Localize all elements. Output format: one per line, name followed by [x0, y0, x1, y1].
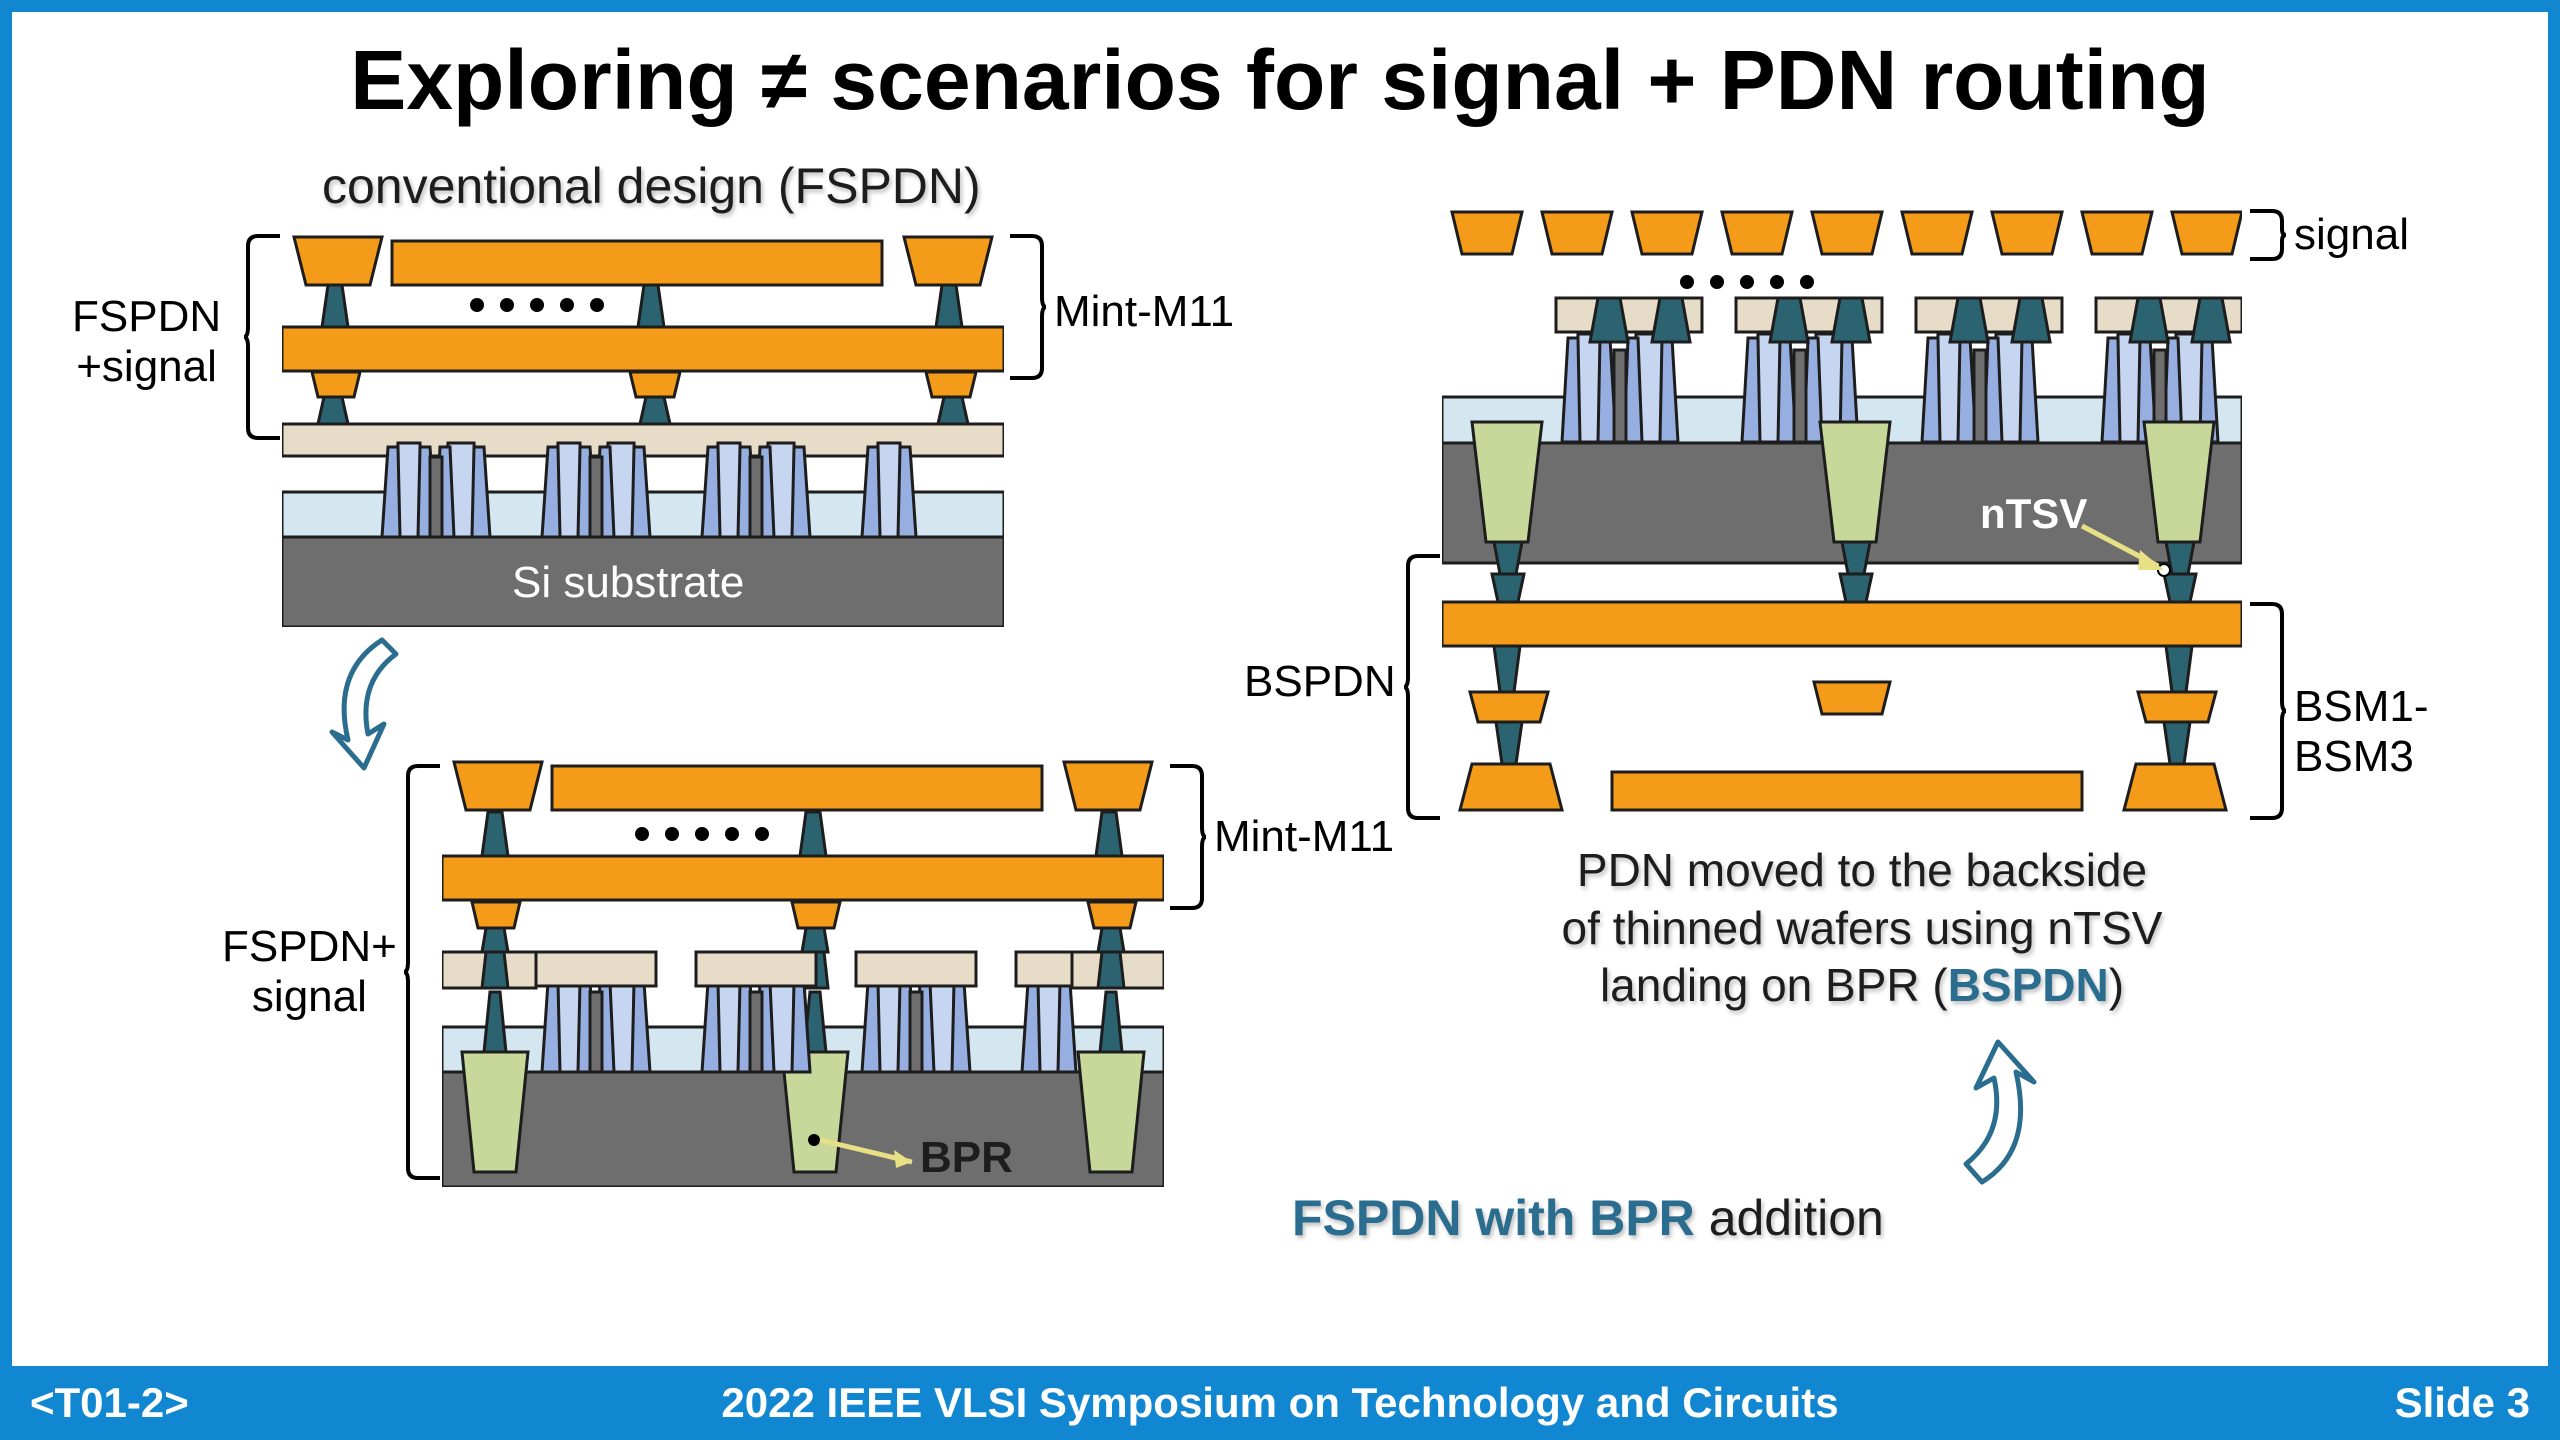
- diagA-right-bracket: [1006, 232, 1046, 382]
- diagA-svg: Si substrate: [282, 227, 1004, 627]
- diagA-right-label: Mint-M11: [1054, 287, 1234, 337]
- diagC-cap-l3: landing on BPR (BSPDN): [1482, 957, 2242, 1015]
- diagA-left-label: FSPDN +signal: [72, 292, 221, 392]
- diagA-left-bracket: [244, 232, 284, 442]
- diagA-title-hl: FSPDN: [795, 158, 964, 214]
- diagC-right-label: BSM1-BSM3: [2294, 682, 2548, 782]
- diagA-substrate-label: Si substrate: [512, 558, 744, 607]
- diagC-cap-l3-post: ): [2109, 959, 2124, 1011]
- diagB-cap-post: addition: [1695, 1190, 1884, 1246]
- arrow-c-to-b: [1922, 1032, 2052, 1192]
- diagC-top-bracket: [2246, 207, 2286, 263]
- svg-text:nTSV: nTSV: [1980, 490, 2087, 537]
- svg-text:BPR: BPR: [920, 1133, 1013, 1182]
- diagB-right-bracket: [1166, 762, 1206, 912]
- footer-center: 2022 IEEE VLSI Symposium on Technology a…: [0, 1379, 2560, 1427]
- diagB-left-label: FSPDN+ signal: [222, 922, 397, 1022]
- diagC-top-label: signal: [2294, 210, 2409, 260]
- diagC-cap-l2: of thinned wafers using nTSV: [1482, 900, 2242, 958]
- diagB-svg: BPR: [442, 752, 1164, 1187]
- diagB-caption: FSPDN with BPR addition: [1292, 1187, 2052, 1250]
- diagB-right-label: Mint-M11: [1214, 812, 1394, 862]
- diagA-title: conventional design (FSPDN): [322, 157, 981, 215]
- diagC-svg: nTSV: [1442, 202, 2242, 822]
- diagC-cap-l3-hl: BSPDN: [1948, 959, 2109, 1011]
- diagA-title-pre: conventional design (: [322, 158, 795, 214]
- diagC-right-bracket: [2246, 600, 2286, 822]
- diagC-left-bracket: [1404, 552, 1444, 822]
- arrow-a-to-b: [312, 632, 432, 772]
- footer-left: <T01-2>: [30, 1379, 189, 1427]
- slide-footer: <T01-2> 2022 IEEE VLSI Symposium on Tech…: [0, 1366, 2560, 1440]
- diagC-diagram: nTSV: [1442, 202, 2242, 822]
- diagC-cap-l3-pre: landing on BPR (: [1600, 959, 1948, 1011]
- diagC-left-label: BSPDN: [1244, 657, 1396, 707]
- slide-title: Exploring ≠ scenarios for signal + PDN r…: [12, 32, 2548, 129]
- diagC-cap-l1: PDN moved to the backside: [1482, 842, 2242, 900]
- diagA-title-post: ): [964, 158, 981, 214]
- diagB-diagram: BPR: [442, 752, 1164, 1187]
- diagA-diagram: Si substrate: [282, 227, 1004, 627]
- slide-frame: Exploring ≠ scenarios for signal + PDN r…: [0, 0, 2560, 1440]
- diagB-left-bracket: [404, 762, 444, 1182]
- diagB-cap-hl: BPR: [1589, 1190, 1695, 1246]
- diagB-cap-pre: FSPDN with: [1292, 1190, 1589, 1246]
- footer-right: Slide 3: [2395, 1379, 2530, 1427]
- diagC-caption: PDN moved to the backside of thinned waf…: [1482, 842, 2242, 1015]
